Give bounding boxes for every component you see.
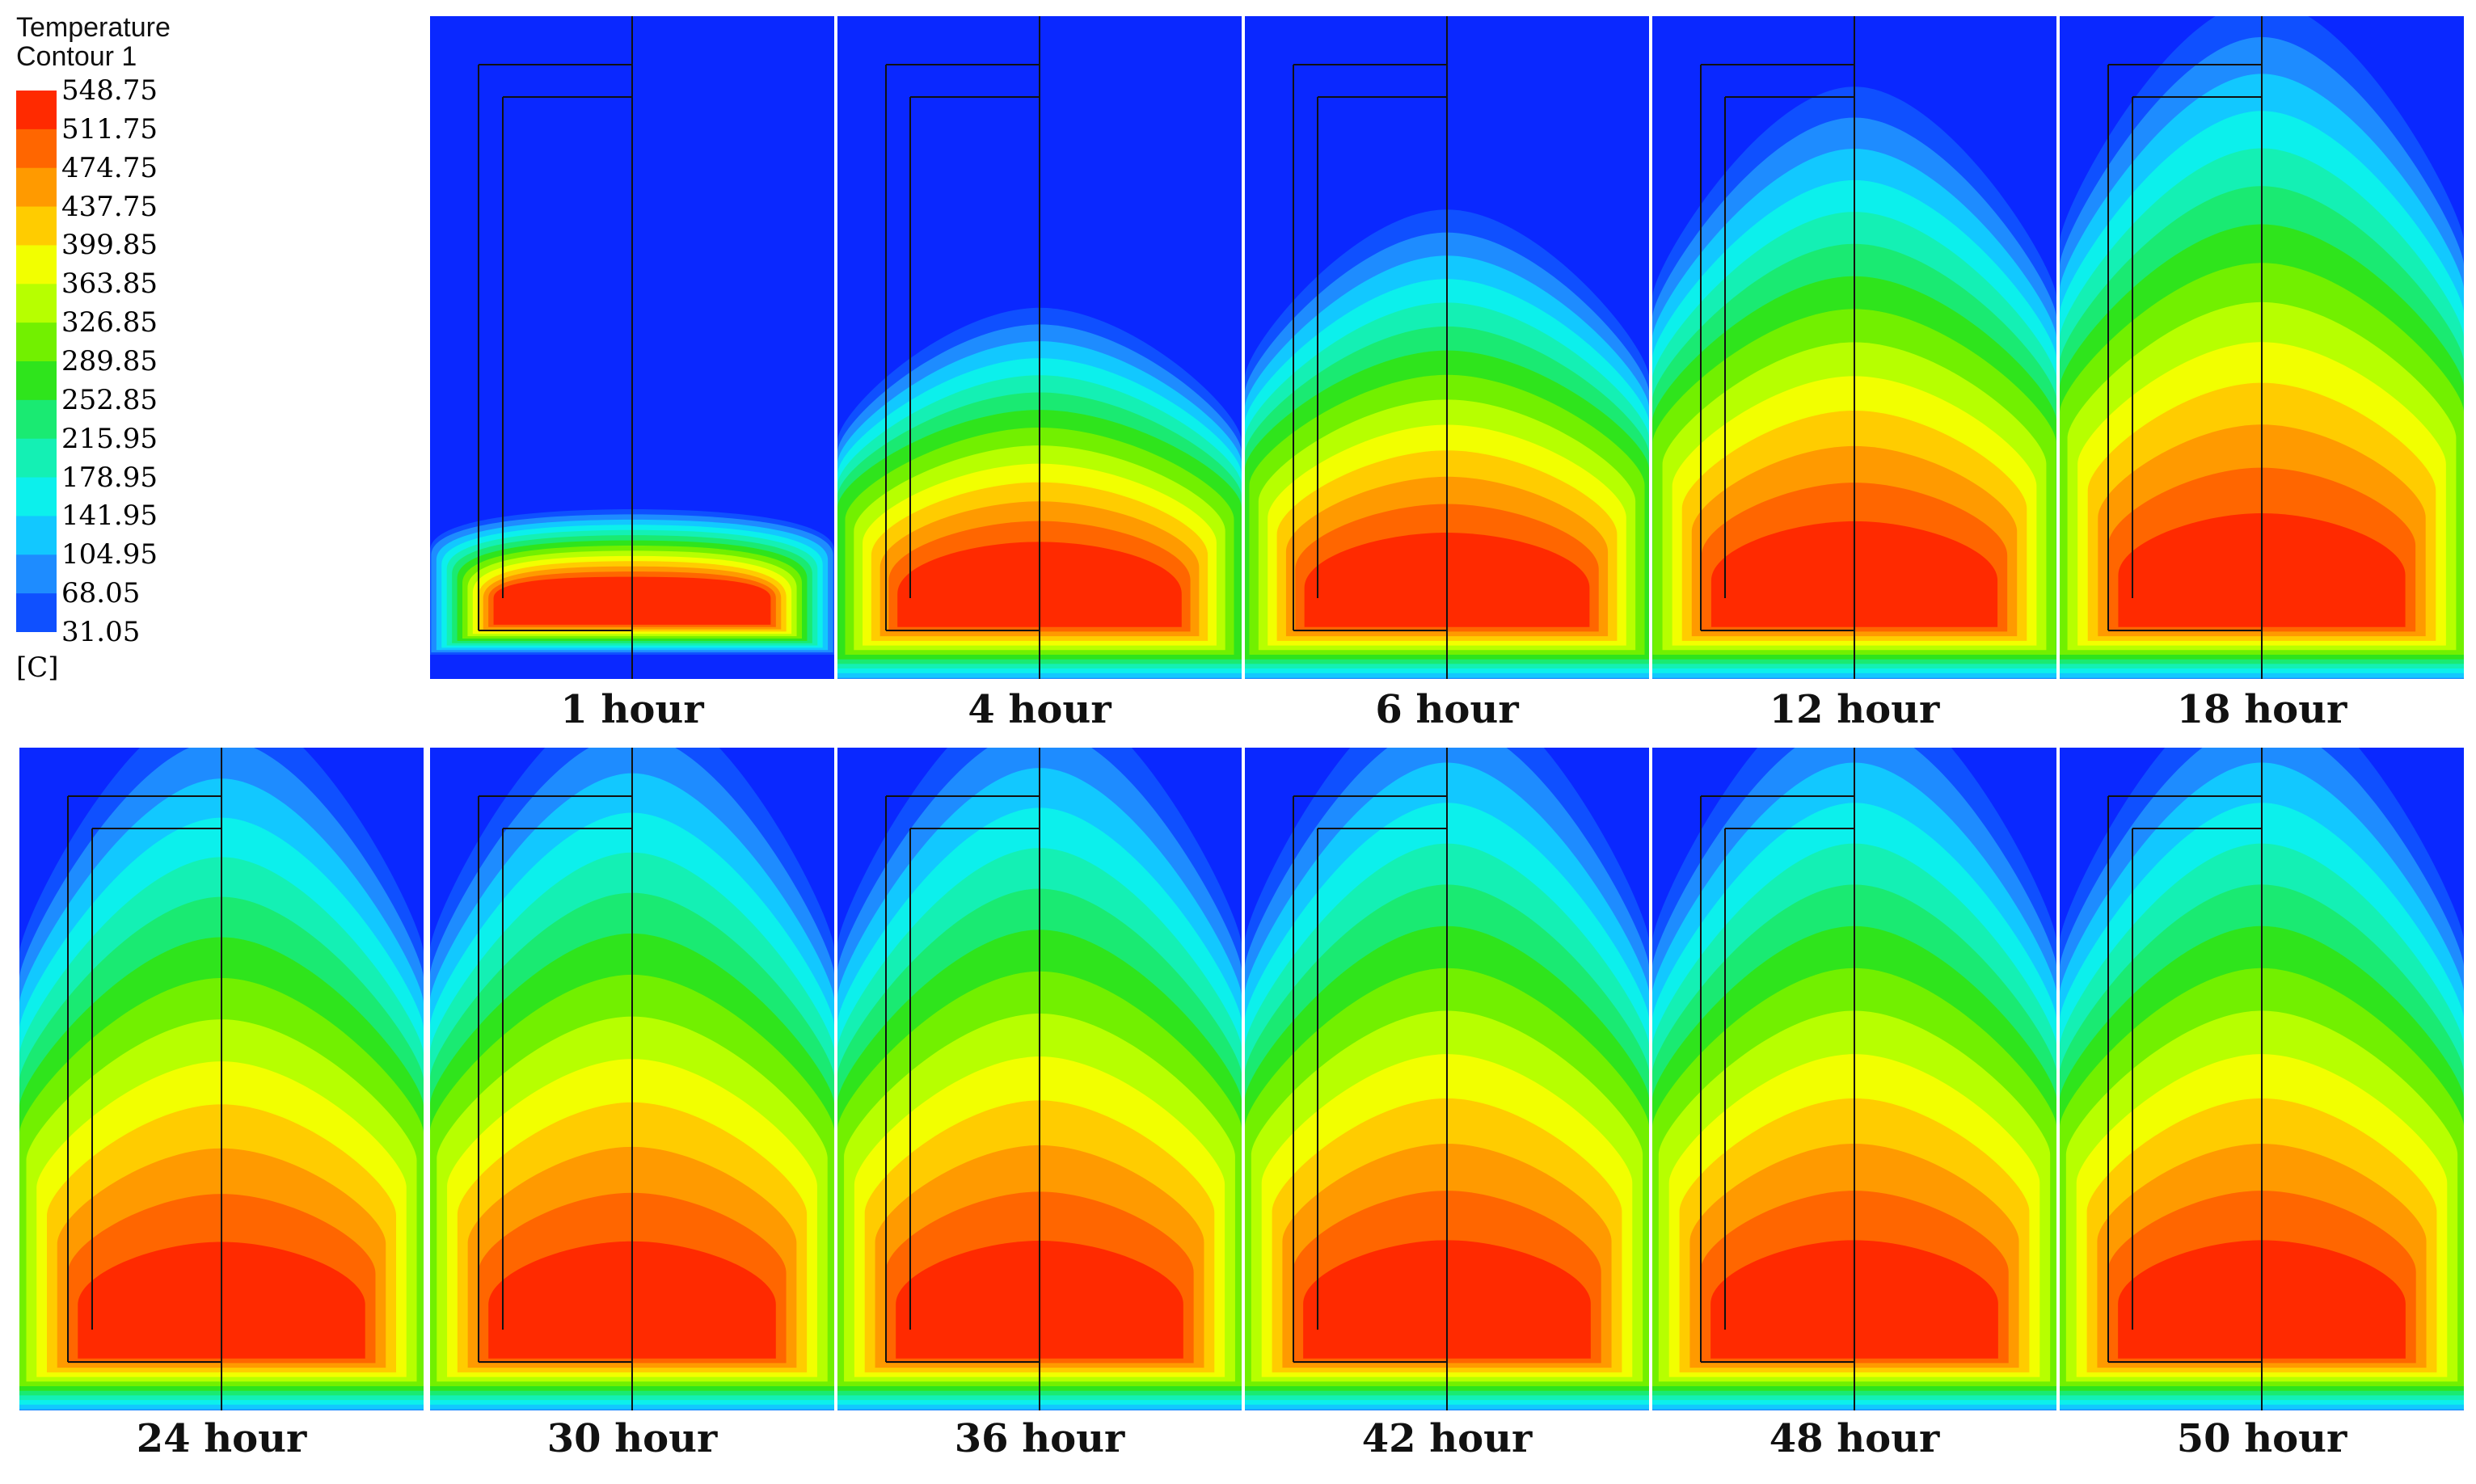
contour-panel [430,748,834,1410]
panel-time-label: 18 hour [2176,687,2347,732]
contour-panel [837,748,1242,1410]
contour-panel [1245,748,1649,1410]
legend-swatch [16,554,57,594]
temperature-contour-plot [1245,16,1649,679]
legend-tick-label: 252.85 [61,383,158,416]
legend-swatch [16,129,57,169]
legend-unit: [C] [16,651,59,684]
panel-time-label: 36 hour [954,1416,1125,1461]
temperature-legend: Temperature Contour 1 548.75 511.75 474.75… [0,0,420,727]
legend-tick-label: 474.75 [61,151,158,184]
panel-time-label: 50 hour [2176,1416,2347,1461]
temperature-contour-plot [430,748,834,1410]
temperature-contour-plot [837,16,1242,679]
legend-color-bar [16,91,57,632]
legend-tick-label: 289.85 [61,345,158,377]
temperature-contour-plot [837,748,1242,1410]
legend-title: Temperature [16,12,171,43]
legend-subtitle: Contour 1 [16,41,137,72]
panel-time-label: 1 hour [560,687,704,732]
legend-tick-label: 326.85 [61,306,158,339]
panel-time-label: 30 hour [546,1416,718,1461]
legend-tick-label: 31.05 [61,616,141,648]
legend-swatch [16,206,57,247]
legend-tick-label: 437.75 [61,190,158,223]
temperature-contour-plot [1245,748,1649,1410]
legend-tick-label: 399.85 [61,229,158,262]
panel-time-label: 12 hour [1769,687,1940,732]
legend-swatch [16,516,57,555]
legend-swatch [16,167,57,208]
legend-swatch [16,593,57,632]
panel-time-label: 24 hour [136,1416,307,1461]
legend-tick-label: 511.75 [61,112,158,145]
temperature-contour-plot [430,16,834,679]
legend-tick-label: 68.05 [61,577,141,610]
temperature-contour-plot [2060,16,2464,679]
temperature-contour-plot [19,748,424,1410]
temperature-contour-plot [2060,748,2464,1410]
legend-swatch [16,361,57,401]
legend-swatch [16,245,57,285]
contour-panel [1652,16,2056,679]
legend-tick-label: 178.95 [61,461,158,494]
legend-tick-label: 548.75 [61,74,158,107]
contour-panel [2060,16,2464,679]
legend-swatch [16,284,57,323]
panel-time-label: 4 hour [968,687,1111,732]
legend-tick-label: 215.95 [61,422,158,455]
legend-swatch [16,438,57,479]
panel-time-label: 48 hour [1769,1416,1940,1461]
legend-swatch [16,323,57,362]
temperature-contour-plot [1652,748,2056,1410]
panel-time-label: 6 hour [1375,687,1519,732]
legend-swatch [16,477,57,517]
legend-swatch [16,91,57,130]
legend-tick-label: 104.95 [61,538,158,571]
panel-time-label: 42 hour [1361,1416,1533,1461]
contour-panel [1652,748,2056,1410]
contour-panel [1245,16,1649,679]
legend-tick-label: 363.85 [61,268,158,301]
temperature-contour-plot [1652,16,2056,679]
contour-panel [837,16,1242,679]
legend-swatch [16,399,57,440]
contour-panel [19,748,424,1410]
contour-panel [2060,748,2464,1410]
legend-tick-label: 141.95 [61,500,158,533]
contour-panel [430,16,834,679]
